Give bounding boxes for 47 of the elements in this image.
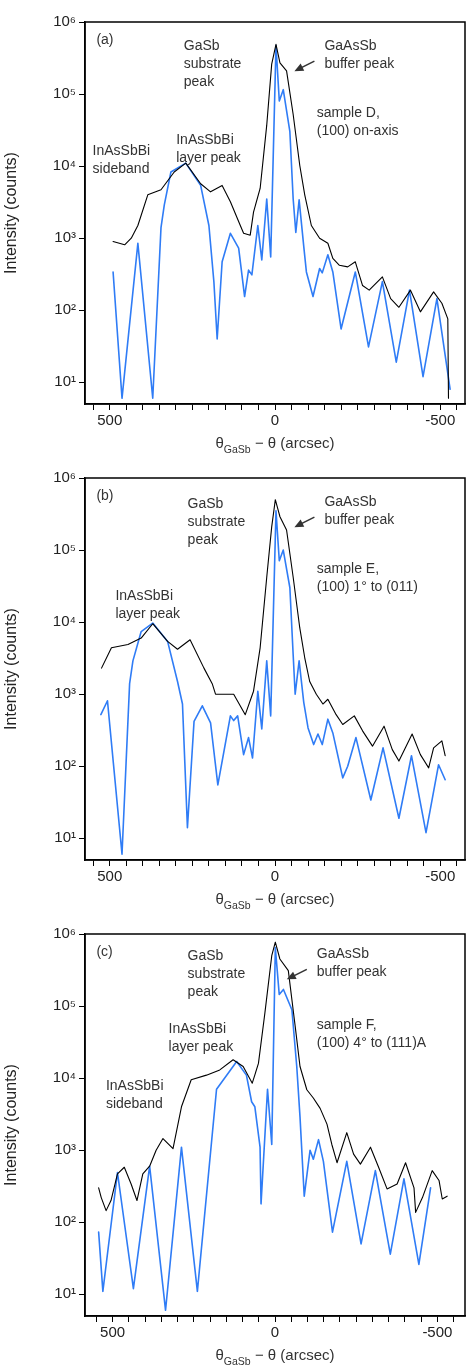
annotation: GaAsSb buffer peak [316,945,388,980]
y-tick-label: 10⁵ [53,540,76,558]
y-tick-label: 10³ [54,684,76,702]
annotation: (b) [96,487,114,504]
y-tick-label: 10⁶ [53,924,76,942]
annotation: sample D, (100) on-axis [316,103,399,138]
annotation: InAsSbBi layer peak [176,130,242,165]
y-tick-label: 10⁵ [53,84,76,102]
annotation: sample E, (100) 1° to (011) [316,559,418,594]
x-tick-label: 500 [97,411,123,429]
annotation: InAsSbBi sideband [105,1077,164,1112]
y-tick-label: 10⁴ [52,612,76,630]
annotation: InAsSbBi sideband [92,142,151,177]
y-tick-label: 10⁶ [53,12,76,30]
y-tick-label: 10² [54,1212,76,1230]
y-tick-label: 10³ [54,1140,76,1158]
annotation: GaSb substrate peak [187,947,246,1000]
x-tick-label: -500 [425,867,456,885]
annotation: InAsSbBi layer peak [168,1019,235,1054]
annotation: GaAsSb buffer peak [324,37,396,72]
y-tick-label: 10² [54,300,76,318]
y-axis-title: Intensity (counts) [2,152,20,274]
annotation: GaAsSb buffer peak [324,493,396,528]
y-axis-title: Intensity (counts) [2,608,20,730]
y-tick-label: 10⁵ [53,996,76,1014]
y-tick-label: 10⁶ [53,468,76,486]
annotation: GaSb substrate peak [183,37,242,90]
annotation: (a) [96,31,114,48]
y-tick-label: 10³ [54,228,76,246]
y-tick-label: 10⁴ [52,156,76,174]
y-axis-title: Intensity (counts) [2,1064,20,1186]
x-tick-label: 0 [270,867,280,885]
y-tick-label: 10² [54,756,76,774]
y-tick-label: 10¹ [54,828,76,846]
x-tick-label: -500 [422,1323,453,1341]
x-tick-label: 0 [270,1323,280,1341]
x-tick-label: -500 [425,411,456,429]
x-tick-label: 0 [270,411,280,429]
annotation: sample F, (100) 4° to (111)A [316,1015,427,1050]
y-tick-label: 10⁴ [52,1068,76,1086]
annotation: InAsSbBi layer peak [115,586,181,621]
annotation: GaSb substrate peak [187,494,246,547]
x-tick-label: 500 [100,1323,126,1341]
annotation: (c) [96,943,113,960]
y-tick-label: 10¹ [54,372,76,390]
x-tick-label: 500 [97,867,123,885]
y-tick-label: 10¹ [54,1284,76,1302]
